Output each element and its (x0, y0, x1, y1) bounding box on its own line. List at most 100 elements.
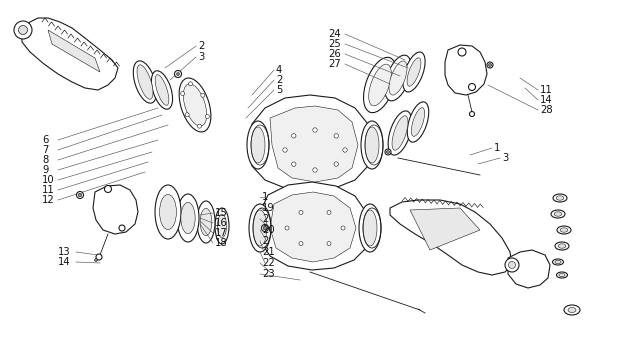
Ellipse shape (137, 65, 153, 99)
Text: 11: 11 (540, 85, 552, 95)
Ellipse shape (155, 75, 169, 105)
Circle shape (263, 226, 267, 230)
Circle shape (334, 162, 339, 166)
Ellipse shape (558, 244, 566, 248)
Circle shape (505, 258, 519, 272)
Circle shape (177, 72, 179, 75)
Ellipse shape (551, 210, 565, 218)
Ellipse shape (218, 214, 227, 238)
Circle shape (205, 115, 210, 118)
Circle shape (283, 148, 287, 152)
Text: 8: 8 (42, 155, 48, 165)
Circle shape (458, 48, 466, 56)
Text: 19: 19 (262, 203, 275, 213)
Ellipse shape (215, 208, 229, 244)
Polygon shape (445, 45, 487, 95)
Ellipse shape (392, 116, 408, 150)
Circle shape (95, 258, 98, 261)
Circle shape (77, 191, 83, 199)
Text: 2: 2 (262, 236, 268, 246)
Ellipse shape (557, 226, 571, 234)
Polygon shape (93, 185, 138, 234)
Ellipse shape (249, 204, 271, 252)
Text: 17: 17 (215, 228, 228, 238)
Ellipse shape (155, 185, 181, 239)
Ellipse shape (247, 121, 269, 169)
Circle shape (78, 193, 82, 197)
Text: 5: 5 (276, 85, 282, 95)
Text: 7: 7 (42, 145, 48, 155)
Text: 6: 6 (42, 135, 48, 145)
Circle shape (119, 225, 125, 231)
Ellipse shape (177, 194, 199, 242)
Circle shape (299, 242, 303, 245)
Text: 1: 1 (494, 143, 501, 153)
Text: 16: 16 (215, 218, 228, 228)
Text: 2: 2 (276, 75, 282, 85)
Text: 12: 12 (42, 195, 55, 205)
Ellipse shape (365, 127, 379, 163)
Circle shape (180, 91, 185, 96)
Ellipse shape (553, 194, 567, 202)
Circle shape (334, 134, 339, 138)
Ellipse shape (555, 260, 561, 264)
Circle shape (327, 242, 331, 245)
Circle shape (292, 134, 296, 138)
Circle shape (385, 149, 391, 155)
Ellipse shape (179, 78, 211, 132)
Circle shape (104, 186, 111, 192)
Ellipse shape (361, 121, 383, 169)
Text: 2: 2 (198, 41, 205, 51)
Polygon shape (270, 106, 358, 182)
Ellipse shape (251, 127, 265, 163)
Polygon shape (270, 192, 356, 262)
Circle shape (14, 21, 32, 39)
Text: 3: 3 (198, 52, 205, 62)
Text: 13: 13 (58, 247, 70, 257)
Polygon shape (48, 30, 100, 72)
Ellipse shape (388, 111, 412, 155)
Circle shape (386, 151, 389, 153)
Ellipse shape (385, 55, 411, 101)
Text: 18: 18 (215, 238, 227, 248)
Text: 23: 23 (262, 269, 274, 279)
Polygon shape (258, 182, 370, 270)
Circle shape (343, 148, 347, 152)
Circle shape (509, 261, 515, 269)
Ellipse shape (253, 210, 267, 246)
Ellipse shape (556, 196, 564, 200)
Ellipse shape (407, 102, 429, 142)
Ellipse shape (181, 202, 195, 234)
Ellipse shape (359, 204, 381, 252)
Circle shape (341, 226, 345, 230)
Text: 10: 10 (42, 175, 54, 185)
Polygon shape (22, 18, 118, 90)
Polygon shape (508, 250, 550, 288)
Circle shape (198, 124, 201, 128)
Circle shape (19, 26, 27, 34)
Polygon shape (410, 208, 480, 250)
Ellipse shape (363, 210, 377, 246)
Circle shape (261, 224, 268, 232)
Ellipse shape (200, 208, 212, 236)
Text: 4: 4 (276, 65, 282, 75)
Text: 28: 28 (540, 105, 552, 115)
Ellipse shape (552, 259, 564, 265)
Ellipse shape (568, 307, 576, 312)
Circle shape (96, 254, 102, 260)
Circle shape (292, 162, 296, 166)
Ellipse shape (560, 228, 568, 232)
Ellipse shape (133, 61, 157, 103)
Circle shape (470, 112, 475, 117)
Text: 22: 22 (262, 258, 275, 268)
Ellipse shape (159, 194, 177, 230)
Circle shape (201, 93, 205, 97)
Polygon shape (248, 95, 372, 190)
Circle shape (188, 82, 193, 86)
Ellipse shape (564, 305, 580, 315)
Text: 3: 3 (502, 153, 508, 163)
Text: 20: 20 (262, 225, 274, 235)
Circle shape (488, 64, 491, 67)
Circle shape (285, 226, 289, 230)
Text: 1: 1 (262, 192, 268, 202)
